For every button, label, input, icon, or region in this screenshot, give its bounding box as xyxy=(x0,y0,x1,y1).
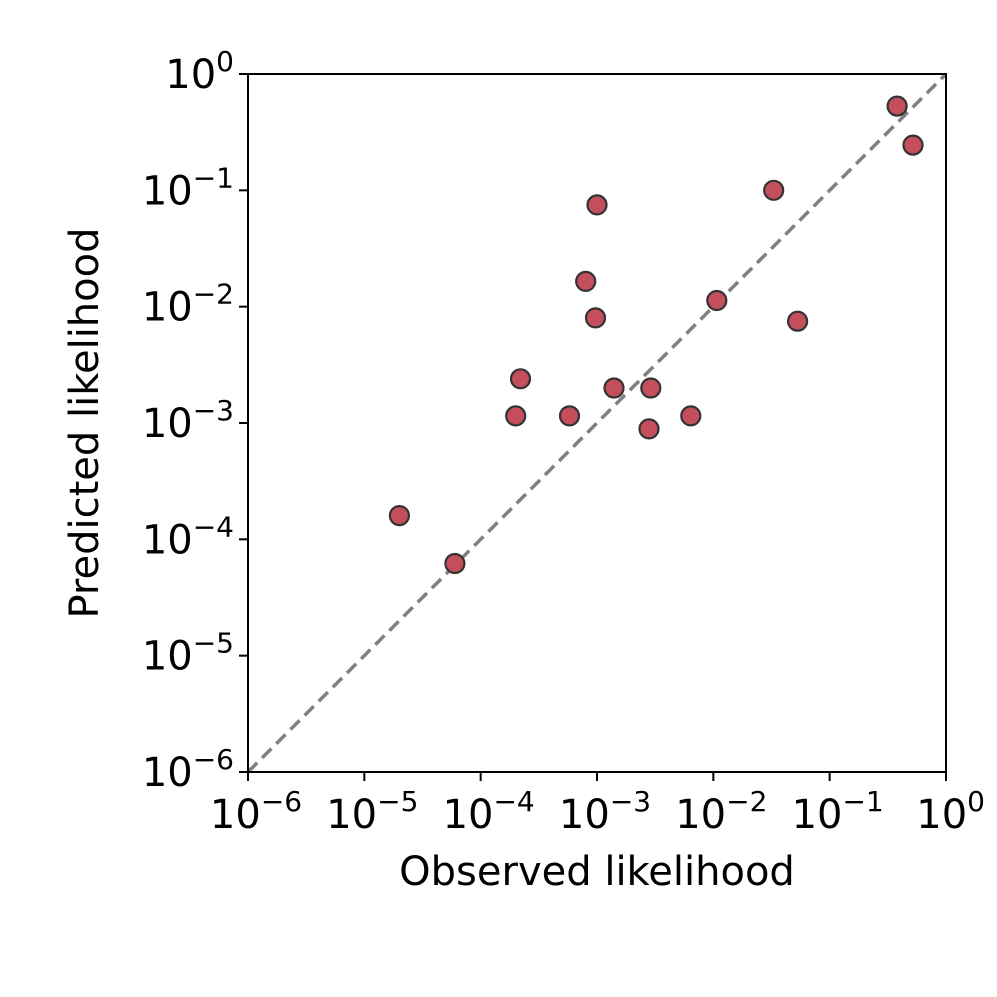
x-tick-label-exponent: −3 xyxy=(610,785,651,818)
x-tick-label: 10−1 xyxy=(792,785,884,838)
y-tick-label-exponent: −4 xyxy=(193,510,234,543)
y-tick-label-exponent: −5 xyxy=(193,627,234,660)
data-point xyxy=(638,418,660,440)
data-point xyxy=(388,504,410,527)
data-point xyxy=(505,405,527,427)
reference-line xyxy=(246,72,948,774)
x-tick-label-exponent: −1 xyxy=(842,785,883,818)
y-tick-label-base: 10 xyxy=(142,168,193,214)
x-tick-label-base: 10 xyxy=(559,792,610,838)
data-point xyxy=(902,134,924,156)
x-tick-label: 10−2 xyxy=(675,785,767,838)
data-point xyxy=(509,368,532,390)
x-tick-label: 10−4 xyxy=(443,785,535,838)
data-point xyxy=(680,405,702,427)
x-tick-label-base: 10 xyxy=(916,792,967,838)
data-point xyxy=(558,405,581,427)
y-axis-label: Predicted likelihood xyxy=(62,228,108,619)
data-point xyxy=(786,310,809,332)
data-point xyxy=(575,270,597,292)
y-tick-label: 10−6 xyxy=(142,743,234,796)
y-tick-label-exponent: −3 xyxy=(193,394,234,427)
x-tick-label-exponent: 0 xyxy=(967,785,985,818)
x-tick-label-base: 10 xyxy=(675,792,726,838)
y-tick-label-base: 10 xyxy=(142,634,193,680)
y-tick-label-base: 10 xyxy=(142,285,193,331)
y-tick-label-base: 10 xyxy=(165,52,216,98)
data-point xyxy=(586,194,608,216)
x-tick-label: 10−3 xyxy=(559,785,651,838)
data-point xyxy=(444,552,466,575)
y-tick-label-base: 10 xyxy=(142,517,193,563)
y-tick-label: 10−5 xyxy=(142,627,234,680)
x-tick-label-exponent: −6 xyxy=(261,785,302,818)
x-tick-label-exponent: −5 xyxy=(377,785,418,818)
data-points xyxy=(388,95,924,575)
data-point xyxy=(886,95,908,117)
x-tick-label: 100 xyxy=(916,785,985,838)
x-tick-label: 10−5 xyxy=(326,785,418,838)
x-tick-label-exponent: −4 xyxy=(493,785,534,818)
y-tick-label-exponent: −6 xyxy=(193,743,234,776)
data-point xyxy=(584,307,607,329)
y-tick-label-exponent: −2 xyxy=(193,278,234,311)
y-tick-label: 10−2 xyxy=(142,278,234,331)
x-tick-label: 10−6 xyxy=(210,785,302,838)
y-tick-label-base: 10 xyxy=(142,401,193,447)
y-tick-label-exponent: 0 xyxy=(216,45,234,78)
x-tick-label-base: 10 xyxy=(210,792,261,838)
data-point xyxy=(706,289,728,312)
x-axis-ticks: 10−6 10−5 10−4 10−3 10−2 10−1 100 xyxy=(210,772,985,838)
y-tick-label: 10−1 xyxy=(142,161,234,214)
y-tick-label: 10−4 xyxy=(142,510,234,563)
y-tick-label-exponent: −1 xyxy=(193,161,234,194)
y-tick-label: 10−3 xyxy=(142,394,234,447)
x-tick-label-base: 10 xyxy=(792,792,843,838)
data-point xyxy=(603,377,625,399)
data-point xyxy=(763,179,785,201)
x-tick-label-base: 10 xyxy=(326,792,377,838)
y-tick-label: 100 xyxy=(165,45,234,98)
x-tick-label-base: 10 xyxy=(443,792,494,838)
data-point xyxy=(640,377,662,399)
y-tick-label-base: 10 xyxy=(142,750,193,796)
x-axis-label: Observed likelihood xyxy=(399,849,795,895)
x-tick-label-exponent: −2 xyxy=(726,785,767,818)
